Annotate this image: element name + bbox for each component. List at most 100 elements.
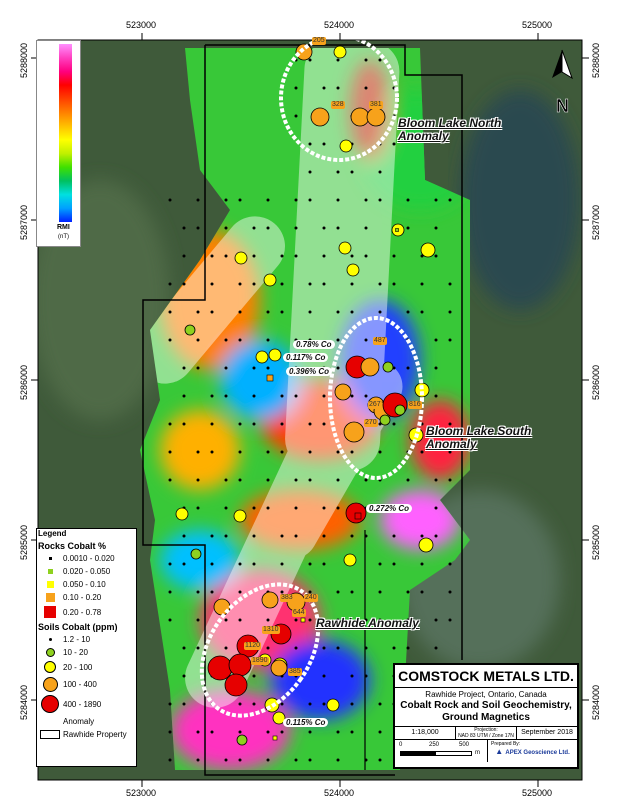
soil-sample-dot	[308, 422, 312, 426]
projection: Projection: NAD 83 UTM / Zone 17N	[456, 727, 517, 739]
soil-sample-dot	[336, 450, 340, 454]
company-name: COMSTOCK METALS LTD.	[395, 665, 577, 688]
soil-sample-dot	[336, 86, 340, 90]
soil-sample-20-100	[343, 553, 357, 567]
soil-sample-dot	[168, 618, 172, 622]
soil-sample-dot	[210, 254, 214, 258]
soil-sample-dot	[266, 198, 270, 202]
soil-sample-dot	[322, 702, 326, 706]
soil-sample-400-1890	[207, 655, 233, 681]
soil-sample-dot	[322, 282, 326, 286]
scale-bar: 0 250 500 m	[395, 740, 488, 762]
soil-sample-dot	[322, 254, 326, 258]
soil-sample-dot	[196, 310, 200, 314]
soil-sample-dot	[308, 478, 312, 482]
soil-sample-dot	[238, 450, 242, 454]
soil-sample-dot	[448, 422, 452, 426]
soil-sample-dot	[308, 450, 312, 454]
soil-sample-dot	[238, 478, 242, 482]
soil-sample-dot	[336, 198, 340, 202]
soil-sample-20-100	[346, 263, 360, 277]
soil-sample-dot	[350, 450, 354, 454]
soil-sample-dot	[210, 562, 214, 566]
soil-sample-dot	[378, 590, 382, 594]
soil-sample-dot	[406, 198, 410, 202]
y-tick: 5288000	[591, 42, 601, 78]
soil-sample-dot	[224, 646, 228, 650]
y-tick: 5287000	[591, 204, 601, 240]
rock-sample	[272, 735, 278, 741]
soil-sample-dot	[238, 730, 242, 734]
map-date: September 2018	[521, 729, 573, 736]
soil-sample-dot	[392, 282, 396, 286]
soil-sample-dot	[182, 534, 186, 538]
soil-sample-dot	[238, 590, 242, 594]
soil-sample-dot	[224, 506, 228, 510]
soil-sample-dot	[308, 730, 312, 734]
soil-sample-dot	[448, 310, 452, 314]
soil-sample-dot	[238, 562, 242, 566]
soil-sample-dot	[182, 674, 186, 678]
legend-title: Legend	[38, 529, 67, 538]
soil-sample-dot	[350, 254, 354, 258]
soil-sample-dot	[238, 310, 242, 314]
soil-sample-dot	[238, 282, 242, 286]
soil-sample-dot	[224, 338, 228, 342]
soil-sample-dot	[336, 226, 340, 230]
soil-value-label: 205	[312, 37, 326, 45]
soil-sample-dot	[364, 758, 368, 762]
soil-sample-100-400	[270, 659, 288, 677]
soil-sample-dot	[210, 730, 214, 734]
soil-sample-dot	[364, 226, 368, 230]
soil-sample-dot	[392, 422, 396, 426]
soil-sample-dot	[252, 226, 256, 230]
soil-sample-dot	[350, 702, 354, 706]
soil-sample-dot	[434, 226, 438, 230]
soil-sample-20-100	[418, 537, 434, 553]
north-arrow-icon: N	[552, 49, 573, 116]
legend-soil-item: 20 - 100	[37, 659, 136, 675]
soil-sample-dot	[182, 562, 186, 566]
soil-sample-dot	[336, 646, 340, 650]
soil-sample-dot	[364, 254, 368, 258]
soil-sample-dot	[280, 450, 284, 454]
soil-sample-dot	[182, 702, 186, 706]
soil-sample-dot	[294, 86, 298, 90]
soil-sample-dot	[364, 646, 368, 650]
anomaly-rawhide	[199, 582, 321, 718]
label-rawhide-anomaly: Rawhide Anomaly	[316, 616, 419, 630]
soil-sample-dot	[266, 338, 270, 342]
soil-sample-dot	[336, 170, 340, 174]
soil-sample-dot	[434, 366, 438, 370]
rock-sample	[266, 374, 274, 382]
soil-sample-dot	[210, 282, 214, 286]
soil-sample-dot	[182, 366, 186, 370]
soil-sample-dot	[392, 534, 396, 538]
soil-sample-dot	[392, 646, 396, 650]
soil-sample-dot	[448, 198, 452, 202]
soil-sample-dot	[392, 254, 396, 258]
soil-sample-20-100	[234, 251, 248, 265]
soil-sample-dot	[406, 366, 410, 370]
soil-sample-dot	[294, 226, 298, 230]
colorbar-unit: (nT)	[58, 234, 69, 240]
soil-sample-dot	[406, 618, 410, 622]
anomaly-bloom-lake-south	[328, 316, 424, 480]
soil-sample-dot	[266, 618, 270, 622]
legend-rock-item: 0.20 - 0.78	[37, 604, 136, 620]
apex-logo: ▲ APEX Geoscience Ltd.	[495, 747, 570, 756]
rock-label: 0.396% Co	[286, 367, 333, 376]
soil-sample-dot	[378, 730, 382, 734]
x-tick: 523000	[126, 20, 157, 30]
soil-sample-dot	[294, 534, 298, 538]
soil-sample-100-400	[360, 357, 380, 377]
soil-sample-dot	[420, 590, 424, 594]
soil-sample-dot	[196, 450, 200, 454]
x-tick: 524000	[324, 788, 355, 798]
soil-sample-20-100	[255, 350, 269, 364]
soil-sample-dot	[364, 58, 368, 62]
soil-sample-dot	[378, 758, 382, 762]
soil-sample-dot	[336, 338, 340, 342]
soil-sample-dot	[168, 450, 172, 454]
soil-sample-10-20	[382, 361, 394, 373]
